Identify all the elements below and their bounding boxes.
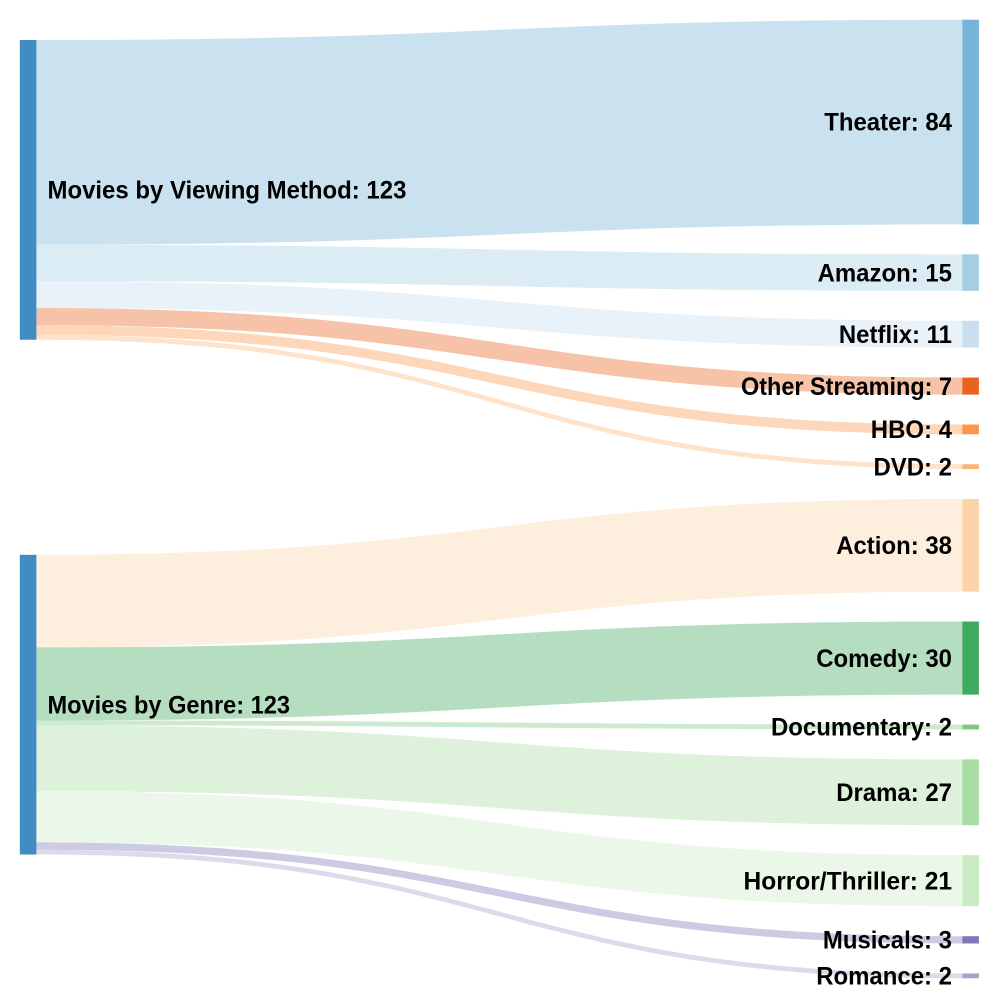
svg-text:Amazon: 15: Amazon: 15 xyxy=(818,259,952,287)
svg-text:Movies by Viewing Method: 123: Movies by Viewing Method: 123 xyxy=(48,177,407,205)
svg-text:Drama: 27: Drama: 27 xyxy=(836,779,952,807)
svg-text:DVD: 2: DVD: 2 xyxy=(874,453,953,481)
svg-text:Movies by Genre: 123: Movies by Genre: 123 xyxy=(48,691,291,719)
svg-text:Other Streaming: 7: Other Streaming: 7 xyxy=(741,373,952,401)
svg-text:Romance: 2: Romance: 2 xyxy=(816,963,952,991)
svg-text:HBO: 4: HBO: 4 xyxy=(871,416,952,444)
svg-text:Netflix: 11: Netflix: 11 xyxy=(839,321,952,349)
svg-text:Comedy: 30: Comedy: 30 xyxy=(816,645,952,673)
svg-text:Musicals: 3: Musicals: 3 xyxy=(823,927,952,955)
svg-text:Theater: 84: Theater: 84 xyxy=(824,109,952,137)
svg-text:Horror/Thriller: 21: Horror/Thriller: 21 xyxy=(744,867,953,895)
svg-text:Documentary: 2: Documentary: 2 xyxy=(771,714,952,742)
svg-text:Action: 38: Action: 38 xyxy=(836,532,952,560)
